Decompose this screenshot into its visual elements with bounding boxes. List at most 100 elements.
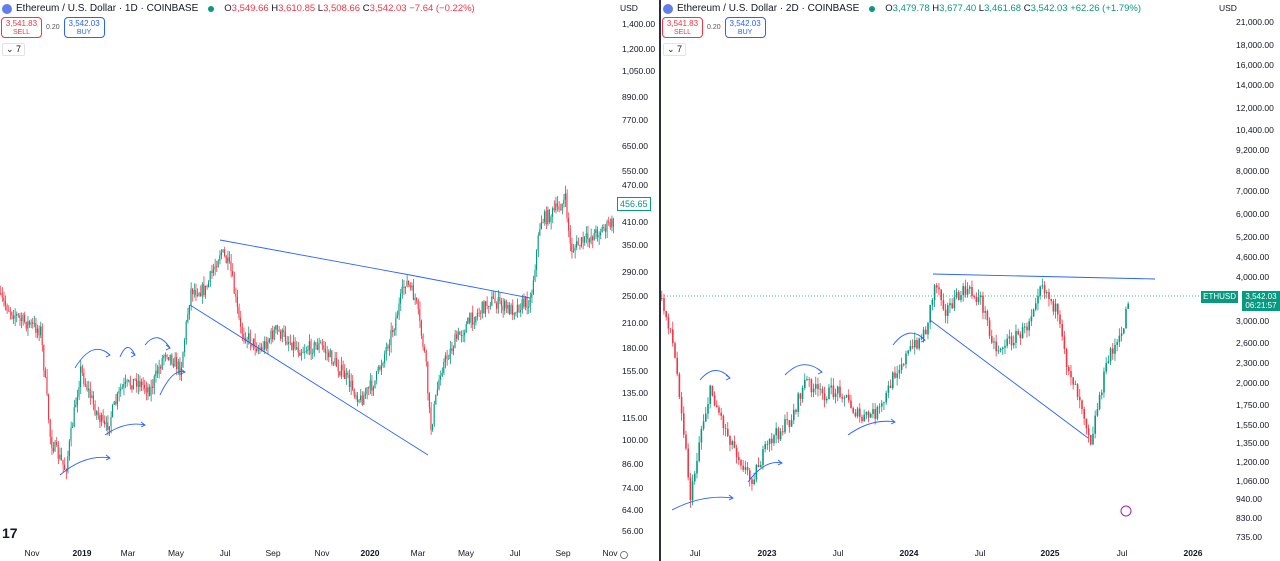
candle-body xyxy=(337,366,339,372)
candle-body xyxy=(475,316,477,323)
candle-body xyxy=(196,295,198,296)
candle-body xyxy=(76,396,78,405)
candle-body xyxy=(1,293,3,298)
candle-body xyxy=(1090,434,1092,445)
buy-button[interactable]: 3,542.03 BUY xyxy=(63,17,105,38)
buy-button[interactable]: 3,542.03 BUY xyxy=(724,17,766,38)
candle-body xyxy=(292,341,294,350)
right-chart-canvas[interactable]: USD 21,000.00 18,000.00 16,000.00 14,000.00 1… xyxy=(661,0,1280,561)
candle-body xyxy=(280,331,281,339)
indicators-toggle[interactable]: ⌄ 7 xyxy=(663,43,687,56)
candle-body xyxy=(892,372,894,389)
candle-body xyxy=(192,288,193,295)
candle-body xyxy=(248,333,249,340)
indicators-toggle[interactable]: ⌄ 7 xyxy=(2,43,26,56)
price-axis-label: 9,200.00 xyxy=(1236,145,1269,155)
candle-body xyxy=(1068,367,1070,372)
candle-body xyxy=(999,348,1002,351)
sell-button[interactable]: 3,541.83 SELL xyxy=(1,17,42,38)
candle-body xyxy=(513,312,515,315)
candle-body xyxy=(358,399,360,402)
candle-body xyxy=(275,325,277,330)
time-axis-label: Nov xyxy=(314,548,330,558)
candle-body xyxy=(144,384,145,389)
candle-body xyxy=(524,296,526,307)
sell-button[interactable]: 3,541.83 SELL xyxy=(662,17,703,38)
left-chart-canvas[interactable]: USD 1,400.00 1,200.00 1,050.00 890.00 770.00 6… xyxy=(0,0,659,561)
candle-body xyxy=(955,292,958,298)
candle-body xyxy=(775,428,777,436)
candle-body xyxy=(361,395,363,405)
candle-body xyxy=(678,373,681,397)
candle-body xyxy=(918,338,920,349)
price-axis-label: 2,000.00 xyxy=(1236,378,1269,388)
candle-body xyxy=(969,286,971,289)
candle-body xyxy=(784,419,786,433)
candle-body xyxy=(300,353,302,356)
candle-body xyxy=(984,311,986,313)
candle-body xyxy=(1114,344,1116,354)
candle-body xyxy=(718,407,720,413)
candle-body xyxy=(328,352,329,358)
candle-body xyxy=(310,341,312,355)
candle-body xyxy=(762,449,764,466)
candle-body xyxy=(872,409,874,414)
price-axis-label: 10,400.00 xyxy=(1236,125,1274,135)
candle-body xyxy=(0,293,1,294)
candle-body xyxy=(96,411,97,415)
candle-body xyxy=(326,352,328,354)
pane-divider[interactable] xyxy=(659,0,661,561)
candle-body xyxy=(1065,348,1068,368)
candle-body xyxy=(810,379,813,393)
candle-body xyxy=(124,381,126,385)
candle-body xyxy=(830,385,832,388)
candle-body xyxy=(1094,415,1096,434)
candle-body xyxy=(371,380,373,391)
candle-body xyxy=(260,347,262,350)
candle-body xyxy=(417,300,419,310)
candle-body xyxy=(922,329,925,339)
candle-body xyxy=(91,395,93,398)
candle-body xyxy=(422,335,424,348)
candle-body xyxy=(182,352,184,368)
candle-body xyxy=(302,352,304,354)
candle-body xyxy=(228,257,230,262)
candle-body xyxy=(404,286,406,288)
candle-body xyxy=(799,393,802,399)
candle-body xyxy=(548,209,550,222)
price-axis-label: 21,000.00 xyxy=(1236,17,1274,27)
candle-body xyxy=(457,331,459,339)
candle-body xyxy=(576,241,577,248)
candle-body xyxy=(1050,299,1052,301)
candle-body xyxy=(497,297,499,309)
trendline xyxy=(929,319,1089,439)
right-chart-pane[interactable]: Ethereum / U.S. Dollar · 2D · COINBASE O… xyxy=(661,0,1280,561)
candle-body xyxy=(815,384,817,389)
candle-body xyxy=(801,387,804,399)
symbol-title[interactable]: Ethereum / U.S. Dollar · 1D · COINBASE xyxy=(16,3,199,14)
candle-body xyxy=(459,331,461,335)
symbol-title[interactable]: Ethereum / U.S. Dollar · 2D · COINBASE xyxy=(677,3,860,14)
candle-body xyxy=(611,218,613,228)
price-axis-label: 890.00 xyxy=(622,92,648,102)
candle-body xyxy=(757,464,760,468)
candle-body xyxy=(435,394,437,404)
candle-body xyxy=(342,364,344,371)
candle-body xyxy=(500,301,502,306)
time-axis-label: Mar xyxy=(121,548,136,558)
candle-body xyxy=(588,239,590,243)
candle-body xyxy=(468,317,470,323)
candle-body xyxy=(203,284,205,296)
candle-body xyxy=(1123,328,1125,334)
left-chart-pane[interactable]: Ethereum / U.S. Dollar · 1D · COINBASE O… xyxy=(0,0,659,561)
candle-body xyxy=(793,409,795,421)
candle-body xyxy=(329,350,331,358)
candle-body xyxy=(507,304,509,309)
candle-body xyxy=(1019,334,1022,339)
candle-body xyxy=(235,293,237,297)
candle-body xyxy=(556,203,558,207)
candle-body xyxy=(17,314,19,316)
candle-body xyxy=(32,322,33,324)
candle-body xyxy=(510,305,512,315)
candle-body xyxy=(465,324,467,333)
